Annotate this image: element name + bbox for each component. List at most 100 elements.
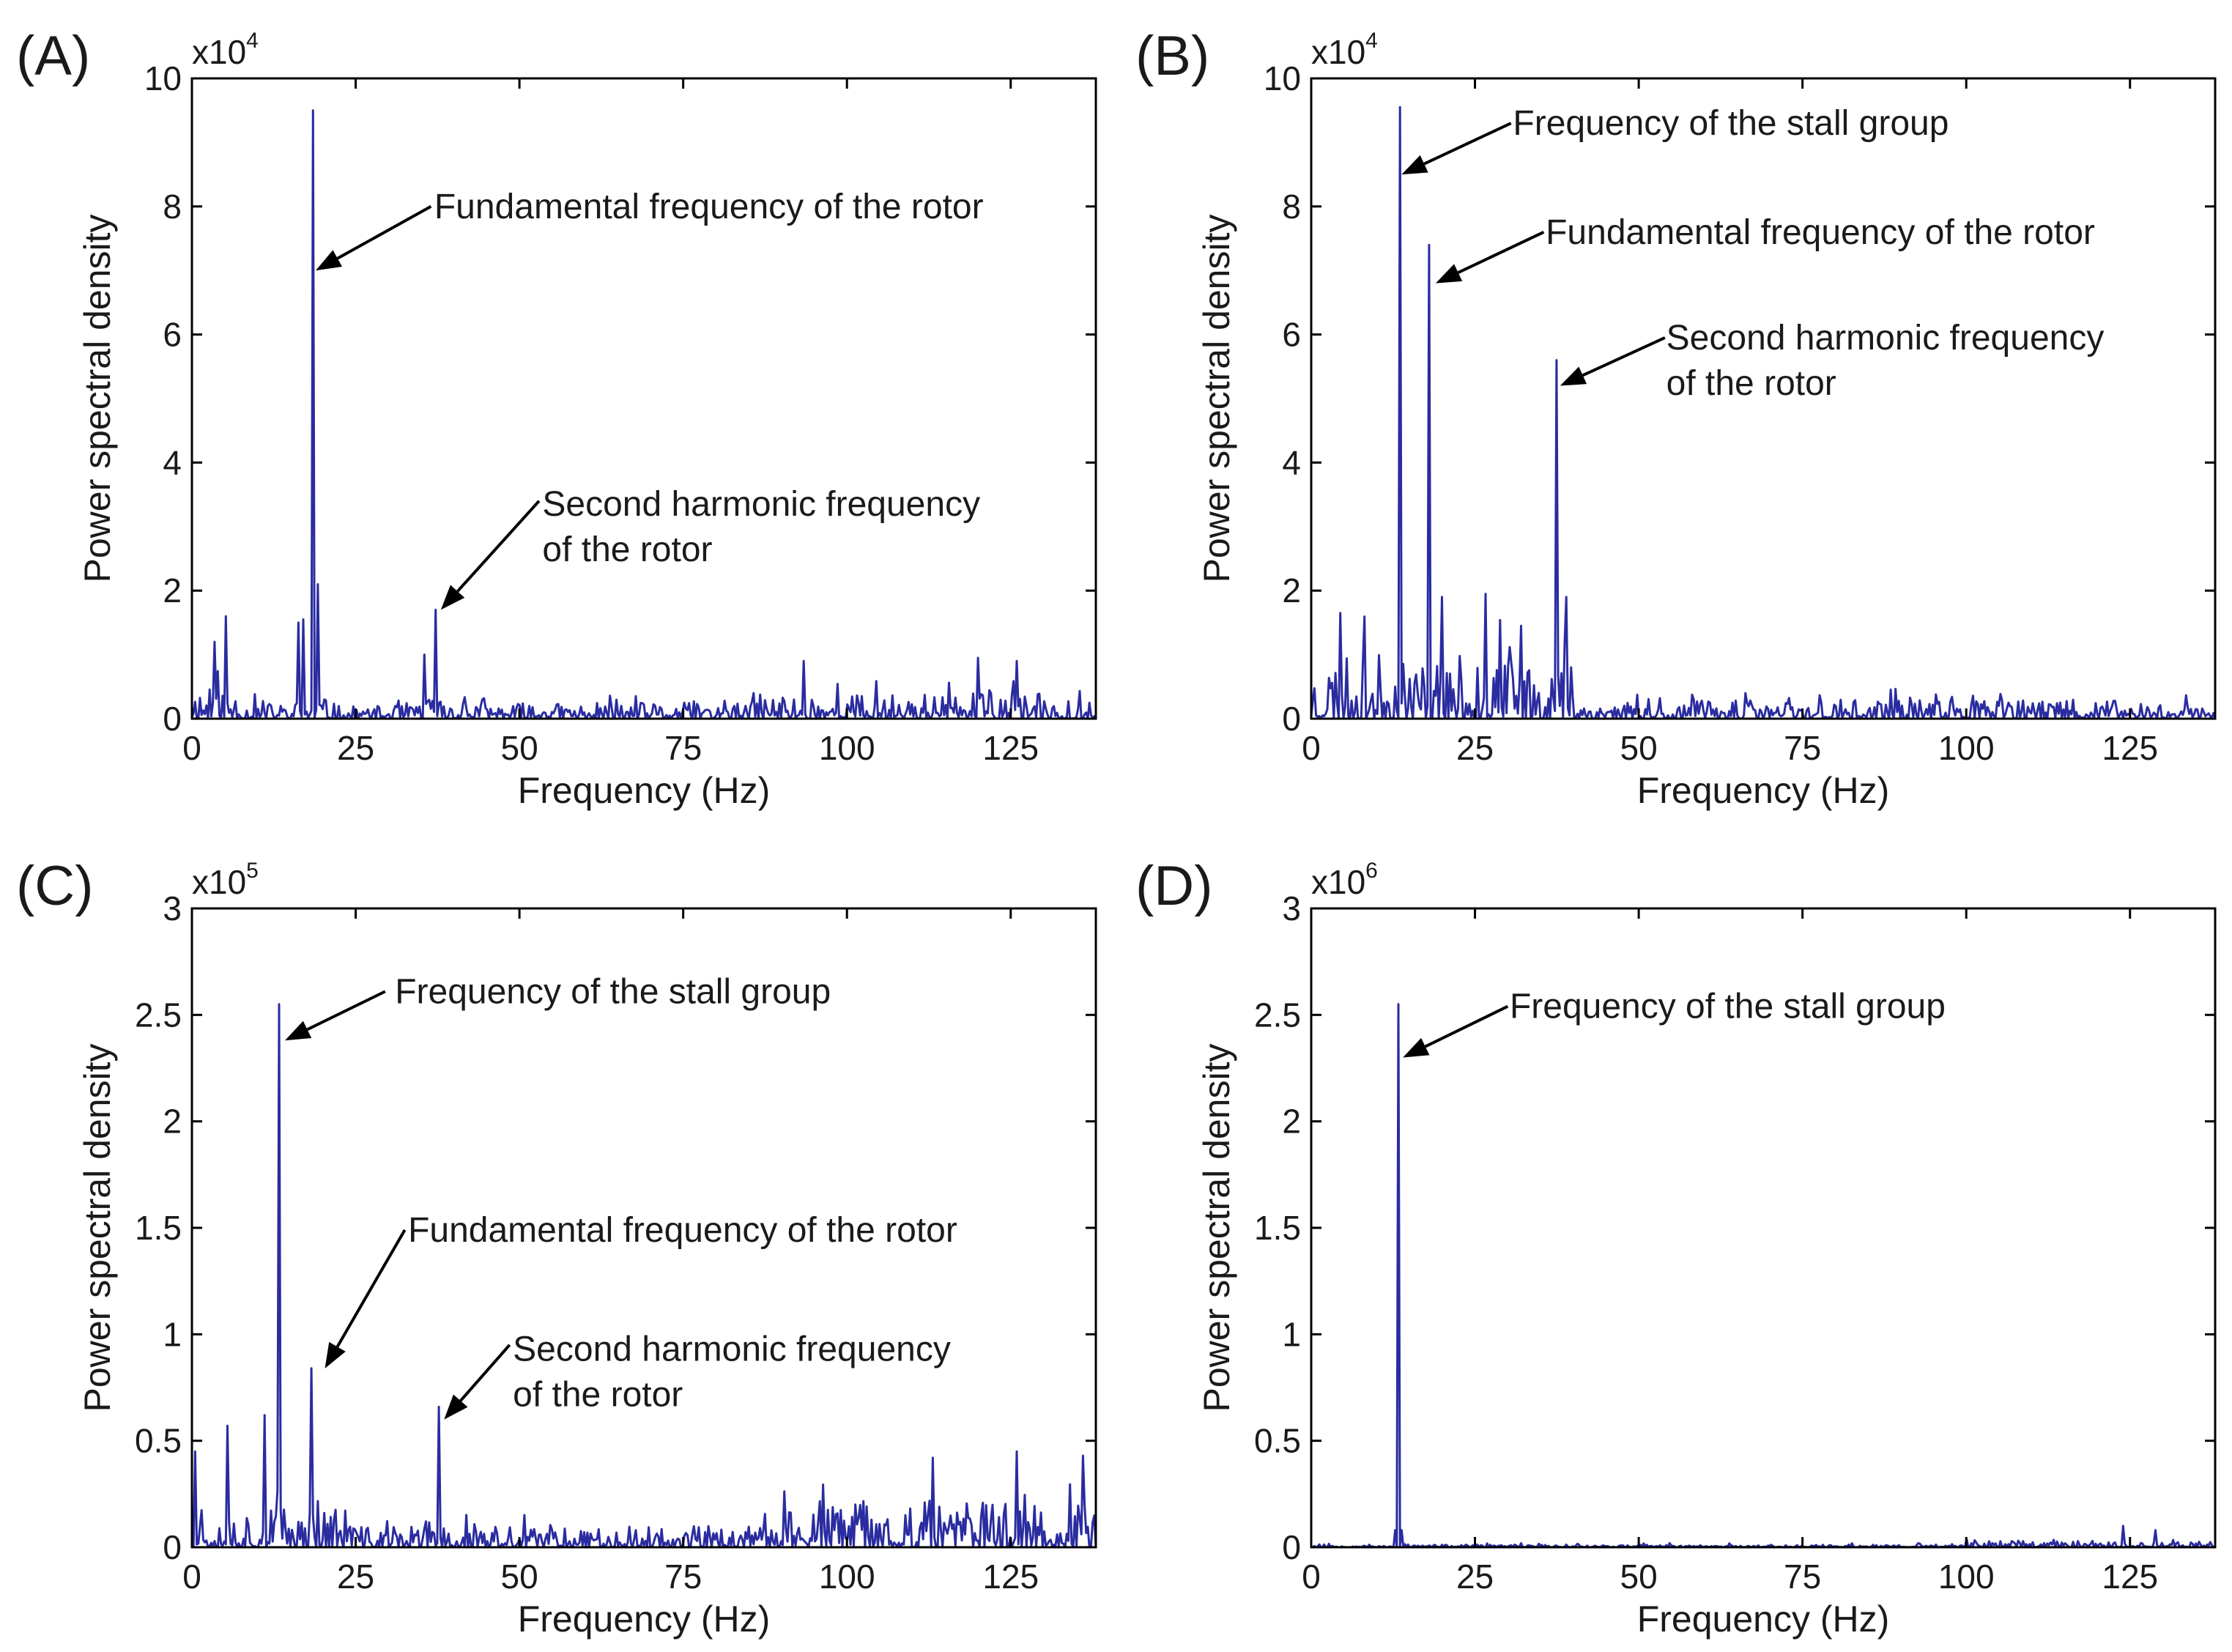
x-tick-label: 0 xyxy=(1302,729,1321,767)
annotation-text: of the rotor xyxy=(1666,364,1836,403)
exponent-base: x10 xyxy=(192,33,246,71)
exponent-power: 4 xyxy=(246,29,259,53)
y-tick-label: 4 xyxy=(163,443,182,481)
annotation-arrowhead xyxy=(325,1341,346,1368)
annotation-text: Second harmonic frequency xyxy=(542,485,980,524)
x-tick-label: 100 xyxy=(819,729,875,767)
exponent-base: x10 xyxy=(192,863,246,901)
y-tick-label: 1 xyxy=(163,1315,182,1353)
y-axis-label: Power spectral density xyxy=(77,1043,118,1412)
y-tick-label: 2.5 xyxy=(1254,996,1301,1034)
x-axis-label: Frequency (Hz) xyxy=(518,770,771,811)
annotation-text: Second harmonic frequency xyxy=(513,1330,951,1369)
y-tick-label: 2 xyxy=(1282,571,1301,610)
y-tick-label: 3 xyxy=(163,889,182,927)
y-tick-label: 0 xyxy=(1282,700,1301,738)
y-tick-label: 6 xyxy=(163,316,182,354)
annotation-text: of the rotor xyxy=(542,530,712,569)
y-axis-label: Power spectral density xyxy=(1196,1043,1237,1412)
plot-frame xyxy=(1310,77,2217,720)
x-tick-label: 50 xyxy=(1620,729,1658,767)
x-tick-label: 75 xyxy=(664,729,702,767)
annotation-arrow xyxy=(335,1229,407,1348)
y-tick-label: 8 xyxy=(163,188,182,226)
x-tick-label: 50 xyxy=(1620,1557,1658,1596)
annotation-text: Frequency of the stall group xyxy=(1510,988,1946,1026)
x-tick-label: 125 xyxy=(982,1557,1039,1596)
y-tick-label: 3 xyxy=(1282,889,1301,927)
y-tick-label: 4 xyxy=(1282,443,1301,481)
y-tick-label: 0.5 xyxy=(135,1422,182,1460)
x-tick-label: 100 xyxy=(1938,1557,1995,1596)
spectrum-line xyxy=(191,1003,1097,1549)
axis-exponent: x105 xyxy=(192,859,259,901)
y-tick-label: 2 xyxy=(1282,1103,1301,1141)
panel-d: (D) x106 0 25 50 75 100 125 0 0.5 1 1.5 2 2.5 3 Frequen… xyxy=(1135,855,2217,1640)
y-axis-label: Power spectral density xyxy=(77,214,118,582)
axis-exponent: x104 xyxy=(1311,29,1378,71)
y-tick-label: 1 xyxy=(1282,1315,1301,1353)
annotation-arrowhead xyxy=(316,250,343,271)
annotation-arrow xyxy=(1457,230,1545,274)
x-tick-label: 125 xyxy=(982,729,1039,767)
x-axis-label: Frequency (Hz) xyxy=(1637,1599,1890,1640)
exponent-base: x10 xyxy=(1311,863,1365,901)
annotation-arrow xyxy=(306,990,386,1031)
y-axis-label: Power spectral density xyxy=(1196,214,1237,582)
x-tick-label: 125 xyxy=(2102,1557,2158,1596)
annotation-text: Fundamental frequency of the rotor xyxy=(408,1211,957,1250)
y-tick-label: 6 xyxy=(1282,316,1301,354)
x-tick-label: 75 xyxy=(664,1557,702,1596)
y-tick-label: 1.5 xyxy=(135,1209,182,1247)
x-tick-label: 75 xyxy=(1784,1557,1821,1596)
annotation-text: Fundamental frequency of the rotor xyxy=(1546,213,2095,252)
x-tick-label: 25 xyxy=(1456,729,1494,767)
x-tick-label: 50 xyxy=(501,729,538,767)
exponent-power: 4 xyxy=(1365,29,1378,53)
y-tick-label: 1.5 xyxy=(1254,1209,1301,1247)
y-tick-label: 0 xyxy=(1282,1528,1301,1566)
annotation-arrowhead xyxy=(1435,264,1463,284)
annotation-arrow xyxy=(1423,122,1512,166)
exponent-base: x10 xyxy=(1311,33,1365,71)
plot-frame xyxy=(190,77,1097,720)
annotation-text: Fundamental frequency of the rotor xyxy=(434,188,984,226)
panel-label: (B) xyxy=(1135,25,1209,87)
x-axis-label: Frequency (Hz) xyxy=(1637,770,1890,811)
annotation-arrow xyxy=(336,205,432,260)
y-tick-label: 2.5 xyxy=(135,996,182,1034)
x-tick-label: 25 xyxy=(337,729,374,767)
annotation-arrowhead xyxy=(284,1021,312,1041)
y-tick-label: 2 xyxy=(163,1103,182,1141)
annotation-arrow xyxy=(459,1344,511,1402)
annotation-arrowhead xyxy=(1403,1037,1430,1058)
annotation-arrowhead xyxy=(440,585,465,610)
spectrum-line xyxy=(1310,1003,2216,1549)
panel-label: (D) xyxy=(1135,855,1213,917)
exponent-power: 5 xyxy=(246,859,259,883)
x-tick-label: 75 xyxy=(1784,729,1821,767)
x-tick-label: 0 xyxy=(182,729,201,767)
annotation-text: of the rotor xyxy=(513,1376,683,1415)
annotation-text: Frequency of the stall group xyxy=(395,972,831,1011)
y-tick-label: 8 xyxy=(1282,188,1301,226)
spectrum-line xyxy=(1310,105,2217,720)
y-tick-label: 10 xyxy=(1264,59,1301,97)
x-tick-label: 50 xyxy=(501,1557,538,1596)
x-tick-label: 25 xyxy=(337,1557,374,1596)
panel-label: (C) xyxy=(16,855,94,917)
annotation-text: Second harmonic frequency xyxy=(1666,319,2105,358)
annotation-arrow xyxy=(1582,336,1666,377)
annotation-arrowhead xyxy=(1560,366,1587,386)
x-tick-label: 0 xyxy=(1302,1557,1321,1596)
y-tick-label: 0 xyxy=(163,1528,182,1566)
x-tick-label: 0 xyxy=(182,1557,201,1596)
x-tick-label: 125 xyxy=(2102,729,2158,767)
x-tick-label: 100 xyxy=(819,1557,875,1596)
annotation-arrow xyxy=(456,500,541,593)
spectrum-line xyxy=(190,109,1097,720)
